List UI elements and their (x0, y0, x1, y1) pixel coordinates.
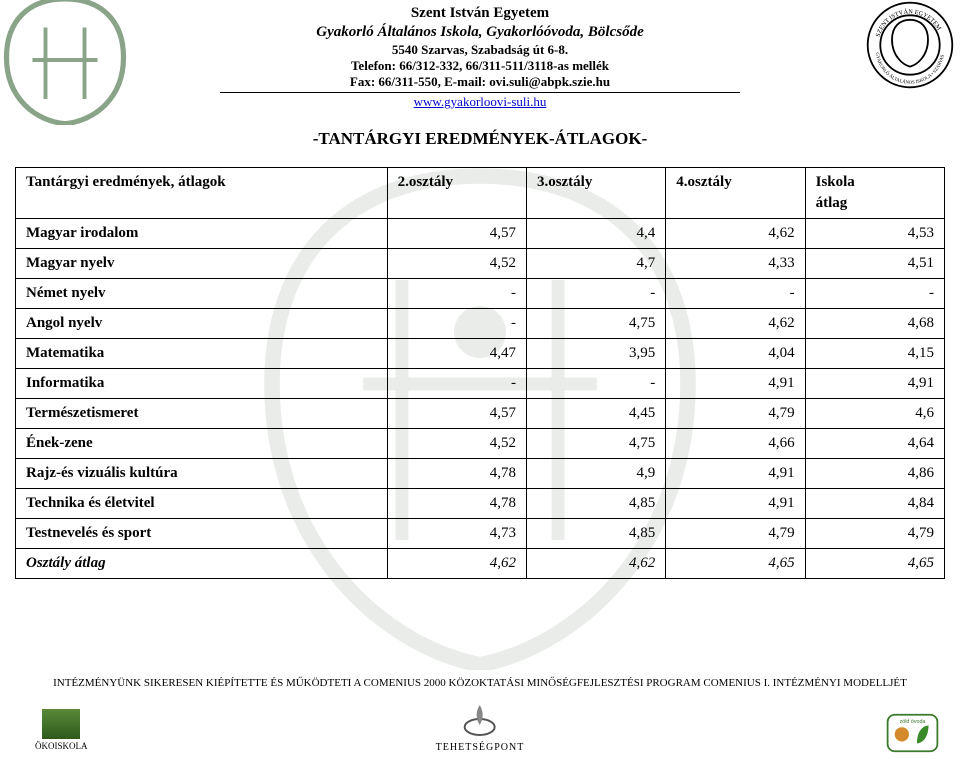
table-totals-row: Osztály átlag4,624,624,654,65 (16, 549, 945, 579)
row-value: 4,91 (666, 489, 805, 519)
row-value: 4,62 (666, 219, 805, 249)
table-row: Technika és életvitel4,784,854,914,84 (16, 489, 945, 519)
row-label: Természetismeret (16, 399, 388, 429)
row-value: - (805, 279, 944, 309)
row-value: - (526, 279, 665, 309)
row-value: 4,57 (387, 219, 526, 249)
row-value: - (526, 369, 665, 399)
header-fax-email: Fax: 66/311-550, E-mail: ovi.suli@abpk.s… (0, 74, 960, 90)
row-value: 4,15 (805, 339, 944, 369)
row-value: 4,45 (526, 399, 665, 429)
table-row: Német nyelv---- (16, 279, 945, 309)
table-row: Informatika--4,914,91 (16, 369, 945, 399)
header-phone: Telefon: 66/312-332, 66/311-511/3118-as … (0, 58, 960, 74)
row-value: 4,79 (805, 519, 944, 549)
row-value: 4,53 (805, 219, 944, 249)
col-header-subject: Tantárgyi eredmények, átlagok (16, 168, 388, 219)
totals-value: 4,65 (666, 549, 805, 579)
row-value: 4,4 (526, 219, 665, 249)
row-label: Ének-zene (16, 429, 388, 459)
row-label: Német nyelv (16, 279, 388, 309)
header-school: Gyakorló Általános Iskola, Gyakorlóóvoda… (0, 23, 960, 42)
row-value: 4,51 (805, 249, 944, 279)
row-value: 4,78 (387, 489, 526, 519)
row-value: 4,85 (526, 519, 665, 549)
table-header-row: Tantárgyi eredmények, átlagok 2.osztály … (16, 168, 945, 219)
row-label: Matematika (16, 339, 388, 369)
row-value: - (387, 309, 526, 339)
row-label: Testnevelés és sport (16, 519, 388, 549)
row-label: Angol nyelv (16, 309, 388, 339)
table-row: Magyar nyelv4,524,74,334,51 (16, 249, 945, 279)
table-row: Testnevelés és sport4,734,854,794,79 (16, 519, 945, 549)
row-value: 4,84 (805, 489, 944, 519)
row-value: 4,52 (387, 249, 526, 279)
col-header-school-main: Iskola (816, 174, 855, 190)
grades-table: Tantárgyi eredmények, átlagok 2.osztály … (15, 167, 945, 579)
row-value: 4,86 (805, 459, 944, 489)
letterhead: Szent István Egyetem Gyakorló Általános … (0, 0, 960, 111)
row-value: 4,62 (666, 309, 805, 339)
header-address: 5540 Szarvas, Szabadság út 6-8. (0, 42, 960, 58)
row-label: Informatika (16, 369, 388, 399)
page-title: -TANTÁRGYI EREDMÉNYEK-ÁTLAGOK- (0, 129, 960, 149)
col-header-grade2: 2.osztály (387, 168, 526, 219)
row-value: 4,79 (666, 519, 805, 549)
row-value: - (387, 279, 526, 309)
row-value: 4,64 (805, 429, 944, 459)
table-row: Rajz-és vizuális kultúra4,784,94,914,86 (16, 459, 945, 489)
row-label: Magyar irodalom (16, 219, 388, 249)
row-value: 4,73 (387, 519, 526, 549)
table-row: Magyar irodalom4,574,44,624,53 (16, 219, 945, 249)
row-label: Technika és életvitel (16, 489, 388, 519)
talent-point-badge: TEHETSÉGPONT (436, 703, 525, 753)
col-header-grade4: 4.osztály (666, 168, 805, 219)
row-value: 4,75 (526, 309, 665, 339)
row-value: 4,66 (666, 429, 805, 459)
row-value: 4,91 (805, 369, 944, 399)
row-value: 4,79 (666, 399, 805, 429)
col-header-school: Iskola átlag (805, 168, 944, 219)
eco-school-badge: ÖKOISKOLA (35, 709, 88, 751)
row-value: 4,47 (387, 339, 526, 369)
row-value: 4,75 (526, 429, 665, 459)
header-url-link[interactable]: www.gyakorloovi-suli.hu (414, 94, 547, 109)
table-row: Ének-zene4,524,754,664,64 (16, 429, 945, 459)
talent-point-label: TEHETSÉGPONT (436, 742, 525, 753)
eco-school-icon (42, 709, 80, 739)
row-value: 4,57 (387, 399, 526, 429)
table-row: Angol nyelv-4,754,624,68 (16, 309, 945, 339)
svg-text:zöld óvoda: zöld óvoda (900, 719, 926, 725)
row-value: - (387, 369, 526, 399)
table-row: Matematika4,473,954,044,15 (16, 339, 945, 369)
row-value: 4,6 (805, 399, 944, 429)
totals-value: 4,65 (805, 549, 944, 579)
row-value: 4,68 (805, 309, 944, 339)
row-value: 4,04 (666, 339, 805, 369)
totals-label: Osztály átlag (16, 549, 388, 579)
green-kindergarten-icon: zöld óvoda (885, 713, 940, 753)
row-value: 4,7 (526, 249, 665, 279)
footer-accreditation: INTÉZMÉNYÜNK SIKERESEN KIÉPÍTETTE ÉS MŰK… (0, 677, 960, 689)
row-value: 4,78 (387, 459, 526, 489)
table-row: Természetismeret4,574,454,794,6 (16, 399, 945, 429)
totals-value: 4,62 (387, 549, 526, 579)
row-value: 4,33 (666, 249, 805, 279)
row-label: Magyar nyelv (16, 249, 388, 279)
row-value: - (666, 279, 805, 309)
talent-point-icon (460, 703, 500, 737)
col-header-school-sub: átlag (816, 195, 934, 212)
row-value: 4,91 (666, 459, 805, 489)
header-university: Szent István Egyetem (0, 4, 960, 23)
eco-school-label: ÖKOISKOLA (35, 741, 88, 751)
row-label: Rajz-és vizuális kultúra (16, 459, 388, 489)
row-value: 4,91 (666, 369, 805, 399)
row-value: 4,9 (526, 459, 665, 489)
col-header-grade3: 3.osztály (526, 168, 665, 219)
row-value: 3,95 (526, 339, 665, 369)
footer-icons: ÖKOISKOLA TEHETSÉGPONT zöld óvoda (0, 704, 960, 759)
totals-value: 4,62 (526, 549, 665, 579)
row-value: 4,85 (526, 489, 665, 519)
row-value: 4,52 (387, 429, 526, 459)
